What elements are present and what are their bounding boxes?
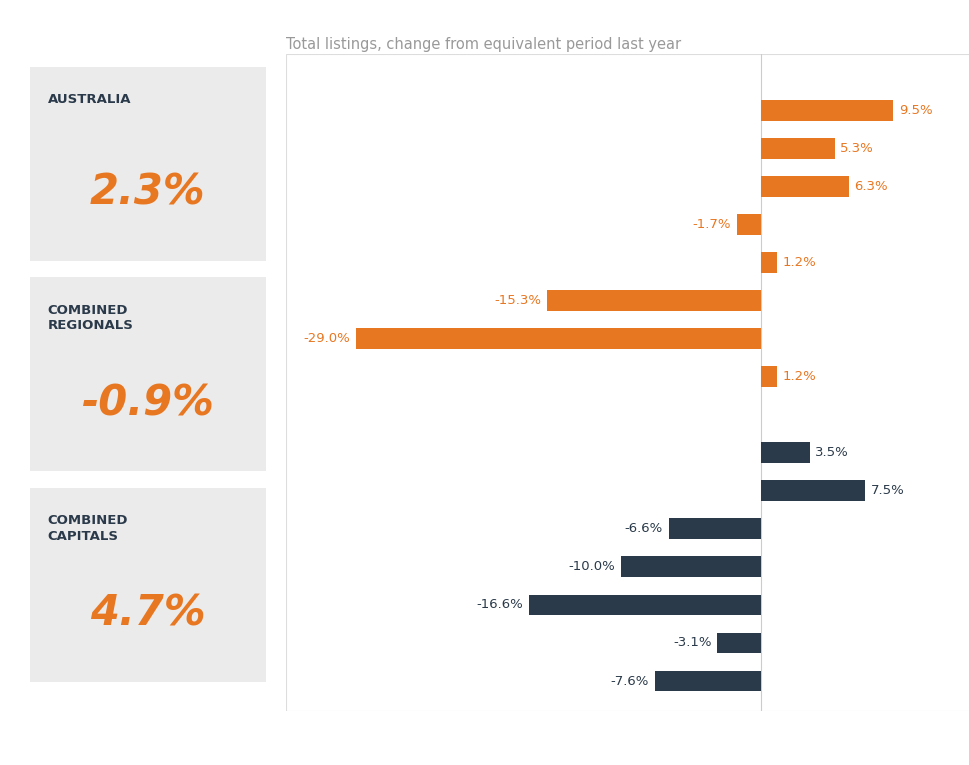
Text: -6.6%: -6.6%: [624, 522, 662, 535]
Bar: [620, 556, 760, 578]
Text: COMBINED
REGIONALS: COMBINED REGIONALS: [47, 304, 134, 332]
Text: 2.3%: 2.3%: [90, 172, 205, 214]
Text: -10.0%: -10.0%: [568, 561, 615, 574]
Bar: [760, 138, 833, 159]
Bar: [356, 328, 760, 350]
Text: 1.2%: 1.2%: [782, 256, 816, 269]
Text: -15.3%: -15.3%: [494, 295, 541, 308]
Text: AUSTRALIA: AUSTRALIA: [47, 93, 131, 106]
Text: 6.3%: 6.3%: [854, 180, 887, 193]
Bar: [760, 252, 776, 273]
Bar: [668, 519, 760, 539]
Text: COMBINED
CAPITALS: COMBINED CAPITALS: [47, 514, 128, 542]
Text: -7.6%: -7.6%: [610, 675, 648, 688]
Text: 5.3%: 5.3%: [839, 142, 873, 155]
Bar: [654, 671, 760, 692]
Text: 1.2%: 1.2%: [782, 370, 816, 383]
Text: 7.5%: 7.5%: [870, 484, 904, 497]
Text: -29.0%: -29.0%: [303, 332, 350, 345]
FancyBboxPatch shape: [30, 488, 266, 682]
Bar: [547, 290, 760, 311]
Text: -3.1%: -3.1%: [672, 636, 711, 649]
Text: 3.5%: 3.5%: [814, 446, 848, 459]
Text: 9.5%: 9.5%: [898, 104, 931, 117]
Text: -0.9%: -0.9%: [81, 382, 214, 425]
Bar: [760, 442, 809, 464]
Bar: [760, 480, 864, 501]
Bar: [760, 100, 892, 121]
FancyBboxPatch shape: [30, 67, 266, 261]
Text: Total listings, change from equivalent period last year: Total listings, change from equivalent p…: [286, 37, 680, 52]
Text: -16.6%: -16.6%: [476, 598, 523, 611]
Bar: [760, 366, 776, 387]
Bar: [717, 633, 760, 653]
Text: 4.7%: 4.7%: [90, 593, 205, 635]
Text: -1.7%: -1.7%: [692, 218, 731, 231]
FancyBboxPatch shape: [30, 277, 266, 471]
Bar: [760, 176, 848, 197]
Bar: [736, 214, 760, 235]
Bar: [528, 594, 760, 615]
